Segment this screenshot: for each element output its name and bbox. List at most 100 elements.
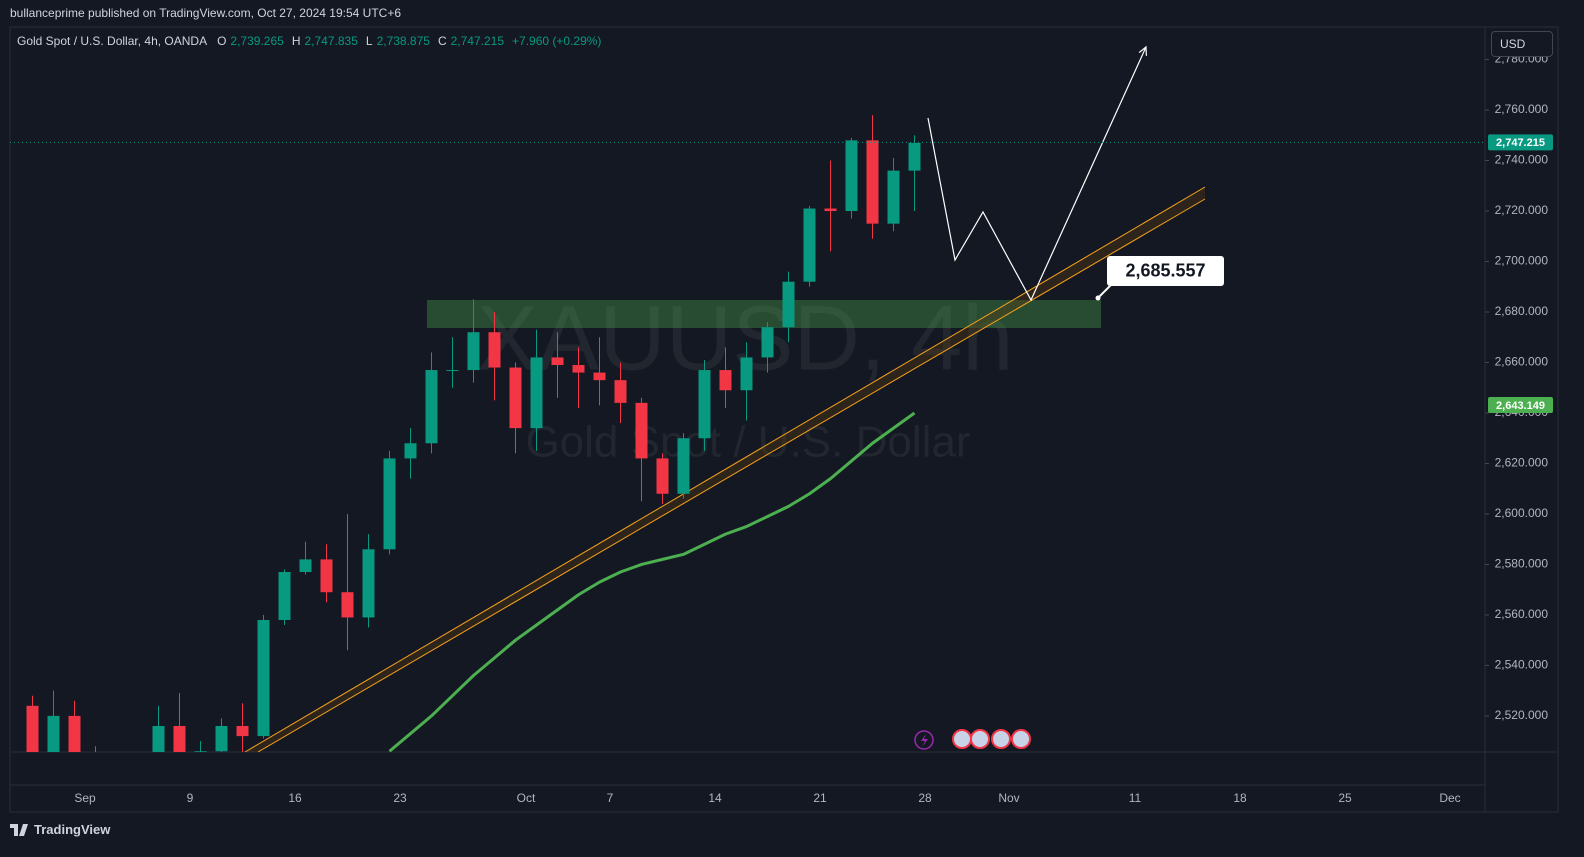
plot-area	[26, 47, 1206, 752]
candle-body	[26, 705, 39, 752]
candle-body	[593, 372, 606, 381]
y-tick-label: 2,620.000	[1495, 456, 1549, 470]
close-value: 2,747.215	[450, 34, 505, 48]
candle-body	[845, 140, 858, 212]
candle-body	[299, 559, 312, 573]
x-tick-label: 21	[813, 791, 827, 805]
candle-body	[740, 357, 753, 391]
candle-body	[824, 208, 837, 212]
footer-logo: TradingView	[10, 822, 110, 837]
candle-body	[698, 370, 711, 439]
logo-icon	[10, 823, 28, 836]
x-tick-label: 16	[288, 791, 302, 805]
y-tick-label: 2,720.000	[1495, 203, 1549, 217]
moving-average	[388, 411, 916, 752]
candle-body	[530, 357, 543, 429]
y-tick-label: 2,520.000	[1495, 708, 1549, 722]
candle-body	[362, 549, 375, 618]
x-tick-label: 25	[1338, 791, 1352, 805]
candle-body	[404, 443, 417, 459]
x-tick-label: 11	[1129, 791, 1142, 805]
y-tick-label: 2,700.000	[1495, 254, 1549, 268]
change: +7.960 (+0.29%)	[512, 34, 602, 48]
callout-label: 2,685.557	[1125, 261, 1205, 281]
y-tick-label: 2,600.000	[1495, 506, 1549, 520]
candle-body	[551, 357, 564, 366]
callout-anchor	[1095, 295, 1101, 301]
event-flag	[991, 729, 1011, 749]
candle-body	[677, 438, 690, 494]
candle-body	[383, 458, 396, 550]
candle-body	[635, 402, 648, 459]
event-flag	[970, 729, 990, 749]
x-tick-label: 14	[708, 791, 722, 805]
footer-text: TradingView	[34, 822, 111, 837]
x-tick-label: 28	[918, 791, 932, 805]
publish-info: bullanceprime published on TradingView.c…	[10, 6, 402, 20]
y-tick-label: 2,560.000	[1495, 607, 1549, 621]
candle-body	[719, 370, 732, 391]
x-tick-label: 7	[607, 791, 614, 805]
candle-body	[761, 327, 774, 358]
candle-body	[908, 142, 921, 171]
candle-body	[887, 170, 900, 224]
candle-body	[320, 559, 333, 593]
price-tag	[1488, 134, 1553, 151]
y-tick-label: 2,580.000	[1495, 557, 1549, 571]
candle-body	[173, 725, 186, 752]
open-value: 2,739.265	[230, 34, 284, 48]
low-label: L	[365, 34, 373, 48]
candle-body	[782, 281, 795, 328]
channel-line	[244, 186, 1206, 752]
y-tick-label: 2,540.000	[1495, 658, 1549, 672]
event-flag	[1011, 729, 1031, 749]
callout-box	[1107, 255, 1224, 286]
candle-body	[152, 725, 165, 752]
currency-button[interactable]: USD	[1491, 31, 1553, 57]
candle-body	[215, 725, 228, 752]
x-tick-label: Nov	[998, 791, 1019, 805]
channel-line	[257, 198, 1206, 752]
candle-body	[257, 619, 270, 737]
candle-body	[656, 458, 669, 494]
y-tick-label: 2,740.000	[1495, 153, 1549, 167]
candle-body	[509, 367, 522, 429]
price-tag-label: 2,747.215	[1496, 137, 1545, 149]
candle-body	[47, 715, 60, 752]
x-tick-label: Sep	[74, 791, 96, 805]
y-tick-label: 2,660.000	[1495, 355, 1549, 369]
projection-path	[927, 47, 1146, 302]
candle-body	[614, 380, 627, 403]
candle-body	[467, 332, 480, 371]
events	[914, 729, 1031, 750]
candle-body	[236, 725, 249, 737]
open-label: O	[217, 34, 227, 48]
candle-body	[425, 370, 438, 444]
symbol: Gold Spot / U.S. Dollar, 4h, OANDA	[17, 34, 208, 48]
event-flag	[952, 729, 972, 749]
price-tag	[1488, 397, 1553, 414]
candle-body	[194, 751, 207, 752]
candle-body	[866, 140, 879, 224]
y-tick-label: 2,680.000	[1495, 304, 1549, 318]
price-tag-label: 2,643.149	[1496, 400, 1545, 412]
candle-body	[68, 715, 81, 752]
candle-body	[488, 332, 501, 368]
x-tick-label: 9	[187, 791, 194, 805]
candle-body	[341, 592, 354, 618]
callout-pointer	[1097, 283, 1113, 299]
high-label: H	[291, 34, 301, 48]
x-tick-label: 18	[1233, 791, 1247, 805]
candle-body	[278, 572, 291, 620]
candle-body	[446, 370, 459, 372]
x-tick-label: Oct	[517, 791, 536, 805]
y-tick-label: 2,760.000	[1495, 102, 1549, 116]
low-value: 2,738.875	[376, 34, 430, 48]
close-label: C	[437, 34, 447, 48]
high-value: 2,747.835	[304, 34, 358, 48]
ohlc-legend: Gold Spot / U.S. Dollar, 4h, OANDA O 2,73…	[17, 34, 605, 48]
candle-body	[803, 208, 816, 282]
candle-body	[572, 365, 585, 373]
